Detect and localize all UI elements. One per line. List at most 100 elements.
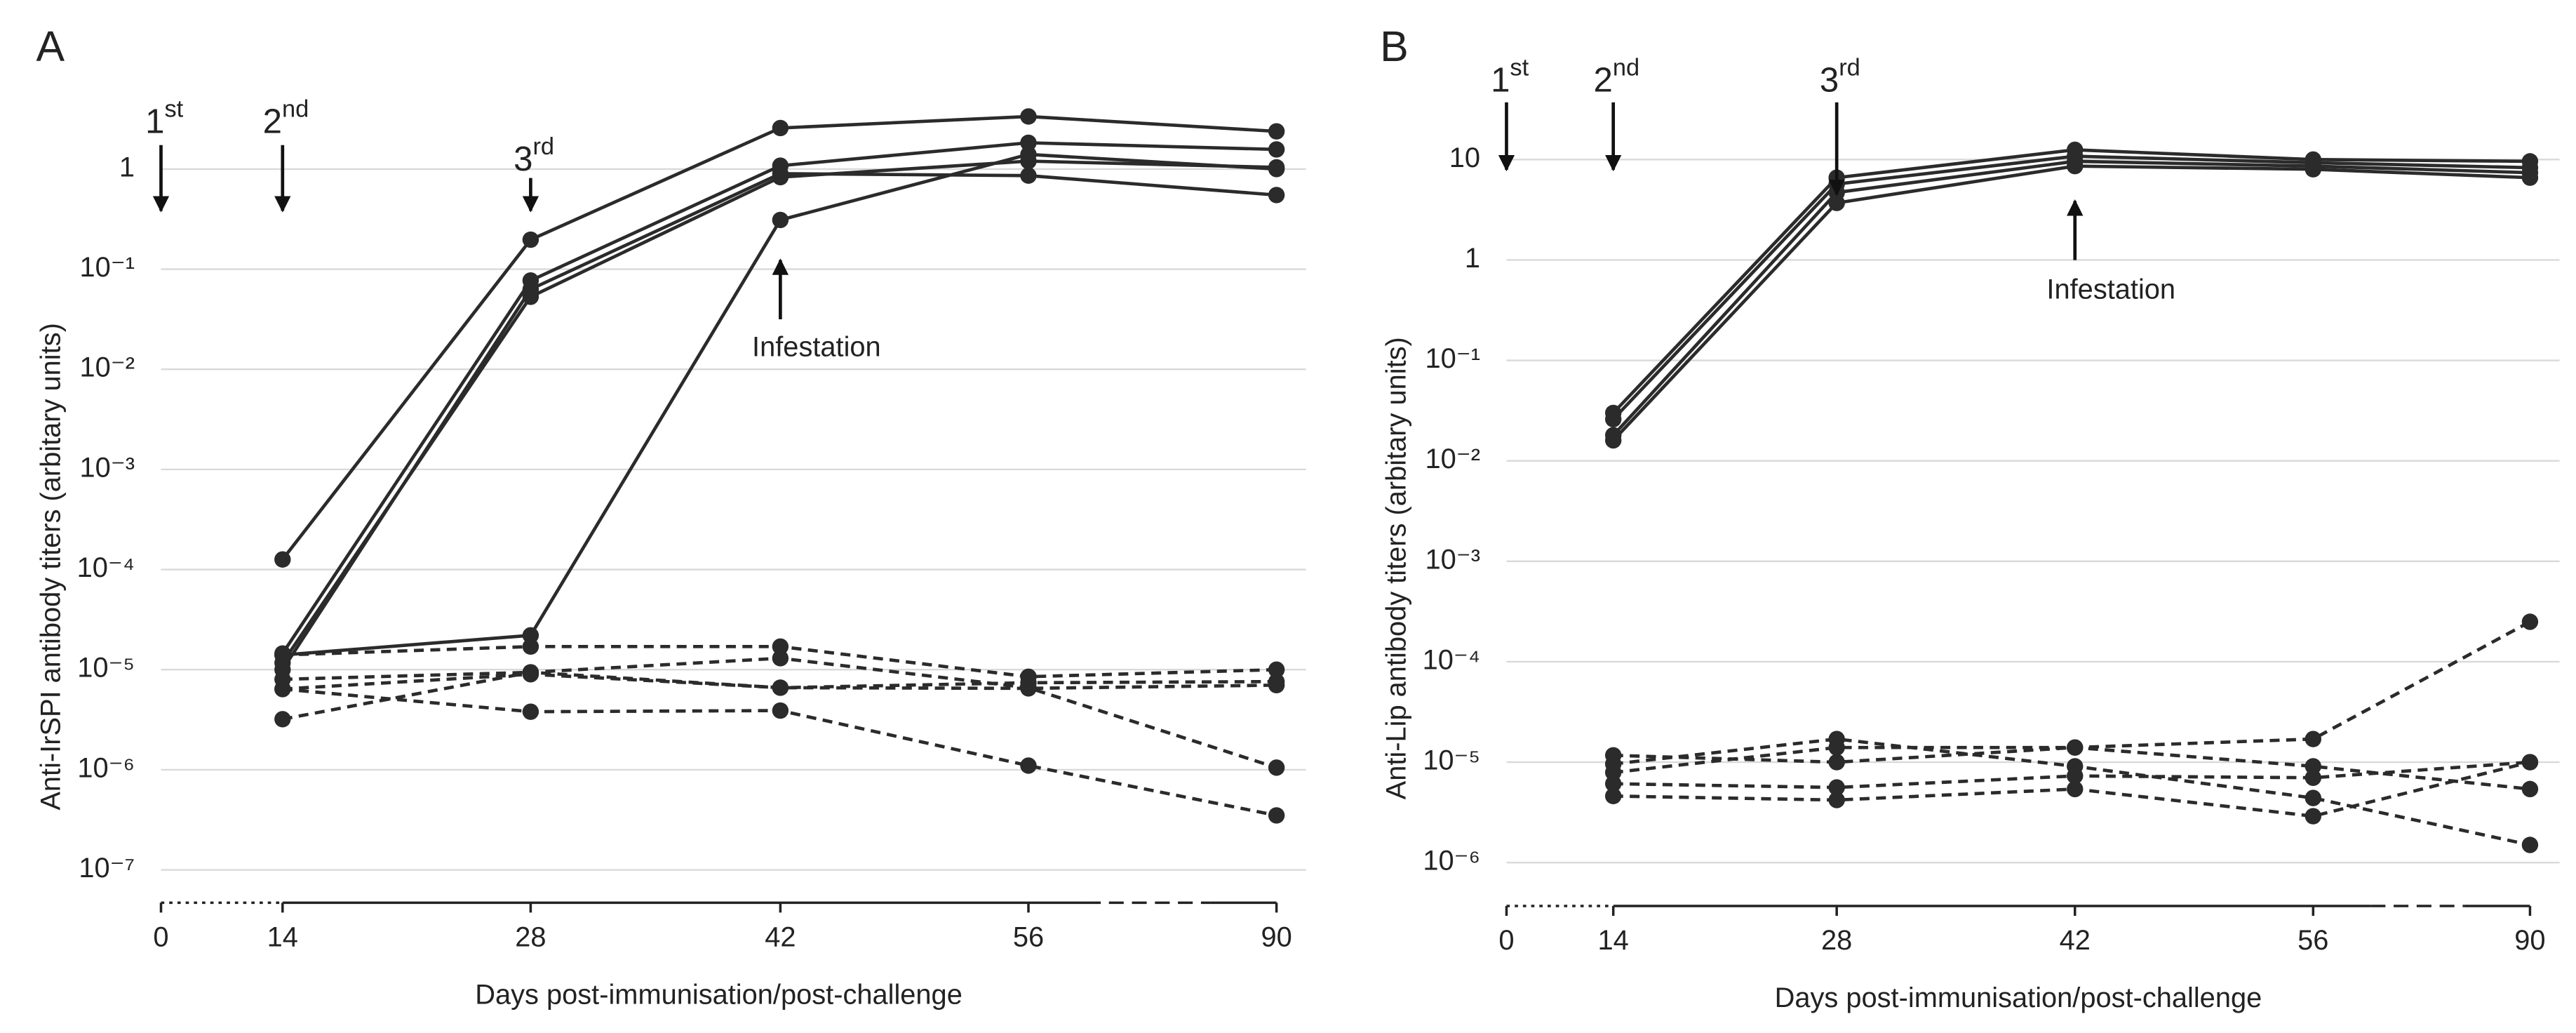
x-tick-label: 42	[2060, 925, 2091, 956]
data-point	[2521, 169, 2539, 186]
data-point	[1268, 123, 1285, 140]
data-point	[522, 664, 539, 681]
data-point	[2305, 758, 2322, 775]
y-tick-label: 10⁻²	[79, 352, 135, 383]
x-tick-label: 0	[1498, 925, 1514, 956]
y-tick-label: 10⁻⁴	[1423, 644, 1480, 675]
data-point	[772, 638, 789, 655]
data-point	[1828, 779, 1845, 796]
data-point	[1828, 754, 1845, 771]
y-tick-label: 10⁻¹	[1425, 343, 1480, 374]
data-point	[1020, 167, 1037, 184]
data-point	[522, 638, 539, 655]
data-point	[2521, 754, 2539, 771]
x-axis-label: Days post-immunisation/post-challenge	[475, 979, 962, 1010]
data-point	[1268, 759, 1285, 776]
data-point	[1020, 108, 1037, 125]
data-point	[1268, 661, 1285, 678]
data-point	[772, 679, 789, 696]
y-tick-label: 10⁻⁵	[1423, 745, 1480, 776]
panel-label: B	[1380, 22, 1409, 70]
data-point	[772, 650, 789, 667]
data-point	[1828, 739, 1845, 756]
x-tick-label: 56	[2297, 925, 2328, 956]
data-point	[2305, 769, 2322, 786]
y-axis-label: Anti-IrSPI antibody titers (arbitary uni…	[35, 323, 66, 810]
y-tick-label: 10	[1449, 142, 1480, 173]
data-point	[1020, 757, 1037, 774]
data-point	[1268, 187, 1285, 204]
x-axis-label: Days post-immunisation/post-challenge	[1775, 982, 2262, 1013]
data-point	[1268, 677, 1285, 694]
data-point	[1828, 792, 1845, 808]
data-point	[522, 281, 539, 298]
y-tick-label: 10⁻⁶	[77, 752, 135, 783]
annotation: 2nd	[263, 95, 309, 140]
y-axis-label: Anti-Lip antibody titers (arbitary units…	[1381, 337, 1411, 799]
panel: B 10⁻⁶ 10⁻⁵ 10⁻⁴ 10⁻³ 10⁻² 10⁻¹ 1 10 0 14 28 42 56 90 D…	[1380, 22, 2560, 1013]
data-point	[2067, 158, 2084, 175]
data-point	[522, 703, 539, 720]
data-point	[1020, 680, 1037, 697]
data-point	[274, 711, 291, 728]
series-line	[282, 152, 1277, 657]
data-point	[1604, 787, 1622, 805]
data-point	[2521, 613, 2539, 630]
data-point	[274, 646, 291, 664]
y-tick-label: 10⁻⁶	[1423, 846, 1480, 877]
data-point	[2305, 808, 2322, 825]
x-tick-label: 14	[1598, 925, 1629, 956]
data-point	[1020, 146, 1037, 163]
x-tick-label: 0	[153, 921, 168, 952]
data-point	[772, 211, 789, 229]
data-point	[1020, 134, 1037, 152]
data-point	[1604, 432, 1622, 449]
data-point	[1604, 775, 1622, 792]
annotation: 1st	[1491, 55, 1529, 100]
x-tick-label: 28	[515, 921, 546, 952]
data-point	[772, 165, 789, 182]
x-tick-label: 42	[765, 921, 796, 952]
annotation: Infestation	[752, 332, 881, 363]
data-point	[2305, 731, 2322, 747]
data-point	[1268, 141, 1285, 158]
data-point	[2067, 780, 2084, 798]
data-point	[2067, 767, 2084, 785]
data-point	[274, 551, 291, 568]
data-point	[2521, 780, 2539, 798]
x-tick-label: 90	[1261, 921, 1292, 952]
data-point	[1828, 194, 1845, 211]
data-point	[522, 231, 539, 248]
series-line	[281, 159, 1277, 664]
y-tick-label: 1	[119, 152, 135, 182]
annotation: 3rd	[1820, 55, 1860, 100]
data-point	[2305, 789, 2322, 806]
series-line	[281, 172, 1277, 671]
data-point	[772, 119, 789, 137]
data-point	[1268, 161, 1285, 178]
data-point	[2305, 161, 2322, 178]
x-tick-label: 56	[1013, 921, 1044, 952]
x-tick-label: 28	[1821, 925, 1852, 956]
data-point	[2067, 739, 2084, 756]
data-point	[274, 681, 291, 698]
data-point	[772, 702, 789, 719]
y-tick-label: 10⁻³	[1425, 544, 1480, 575]
annotation: 3rd	[514, 133, 554, 178]
x-tick-label: 14	[267, 921, 298, 952]
y-tick-label: 10⁻⁷	[79, 853, 135, 884]
data-point	[1268, 807, 1285, 824]
x-tick-label: 90	[2514, 925, 2545, 956]
annotation: 1st	[145, 95, 184, 140]
y-tick-label: 10⁻⁵	[77, 653, 135, 684]
data-point	[1604, 411, 1622, 428]
data-point	[2521, 837, 2539, 853]
y-tick-label: 10⁻²	[1425, 444, 1480, 474]
y-tick-label: 10⁻³	[79, 452, 135, 483]
data-point	[1604, 764, 1622, 781]
panel-label: A	[36, 22, 65, 70]
panel: A 10⁻⁷ 10⁻⁶ 10⁻⁵ 10⁻⁴ 10⁻³ 10⁻² 10⁻¹ 1 0 14 28 42 56 9…	[35, 22, 1306, 1010]
annotation: 2nd	[1594, 55, 1640, 100]
